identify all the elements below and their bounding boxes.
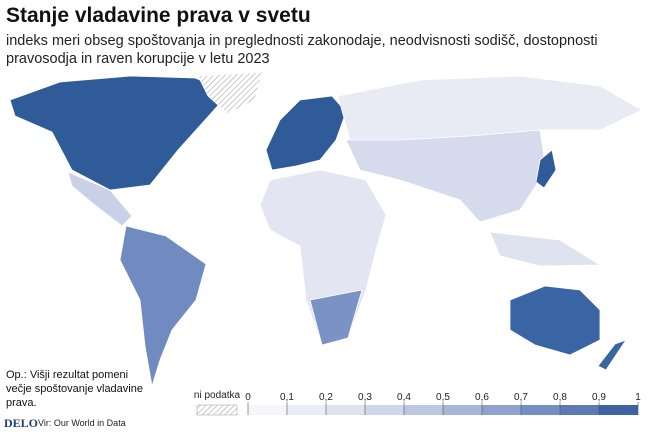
- legend: ni podatka 0 0,1 0,2 0,3 0,4 0,5 0,6 0,7 0,8 0,9 1: [194, 390, 641, 416]
- legend-tick-label: 0,1: [280, 392, 294, 403]
- legend-tick-label: 0,5: [436, 392, 450, 403]
- legend-swatch: [521, 405, 560, 415]
- europe: [265, 95, 347, 171]
- legend-swatch: [287, 405, 326, 415]
- logo: DELO: [4, 416, 39, 430]
- legend-tick-label: 0,3: [358, 392, 372, 403]
- legend-swatch: [599, 405, 638, 415]
- legend-swatch: [404, 405, 443, 415]
- no-data-label: ni podatka: [194, 390, 241, 401]
- legend-tick-label: 0,9: [592, 392, 606, 403]
- australia: [509, 285, 601, 356]
- southeast-asia: [489, 231, 602, 267]
- legend-swatch: [248, 405, 287, 415]
- countries: [9, 71, 643, 387]
- southern-africa: [309, 289, 363, 346]
- new-zealand: [597, 339, 628, 371]
- subtitle: indeks meri obseg spoštovanja in pregled…: [6, 33, 598, 67]
- source: Vir: Our World in Data: [38, 418, 126, 428]
- legend-tick-label: 0,4: [397, 392, 411, 403]
- asia: [345, 129, 547, 223]
- no-data-swatch: [196, 404, 238, 416]
- japan: [535, 149, 557, 189]
- central-america: [67, 171, 133, 227]
- legend-tick-label: 0: [245, 392, 251, 403]
- south-america: [119, 225, 207, 387]
- greenland: [197, 71, 263, 115]
- legend-tick-label: 0,2: [319, 392, 333, 403]
- legend-tick-label: 1: [635, 392, 641, 403]
- legend-tick-label: 0,7: [514, 392, 528, 403]
- russia: [337, 75, 643, 141]
- legend-swatch: [560, 405, 599, 415]
- legend-swatch: [365, 405, 404, 415]
- note: Op.: Višji rezultat pomeni večje spoštov…: [6, 369, 143, 409]
- north-america: [9, 75, 231, 191]
- legend-tick-label: 0,6: [475, 392, 489, 403]
- legend-swatch: [482, 405, 521, 415]
- legend-swatch: [443, 405, 482, 415]
- legend-tick-label: 0,8: [553, 392, 567, 403]
- legend-swatch: [326, 405, 365, 415]
- title: Stanje vladavine prava v svetu: [6, 4, 311, 27]
